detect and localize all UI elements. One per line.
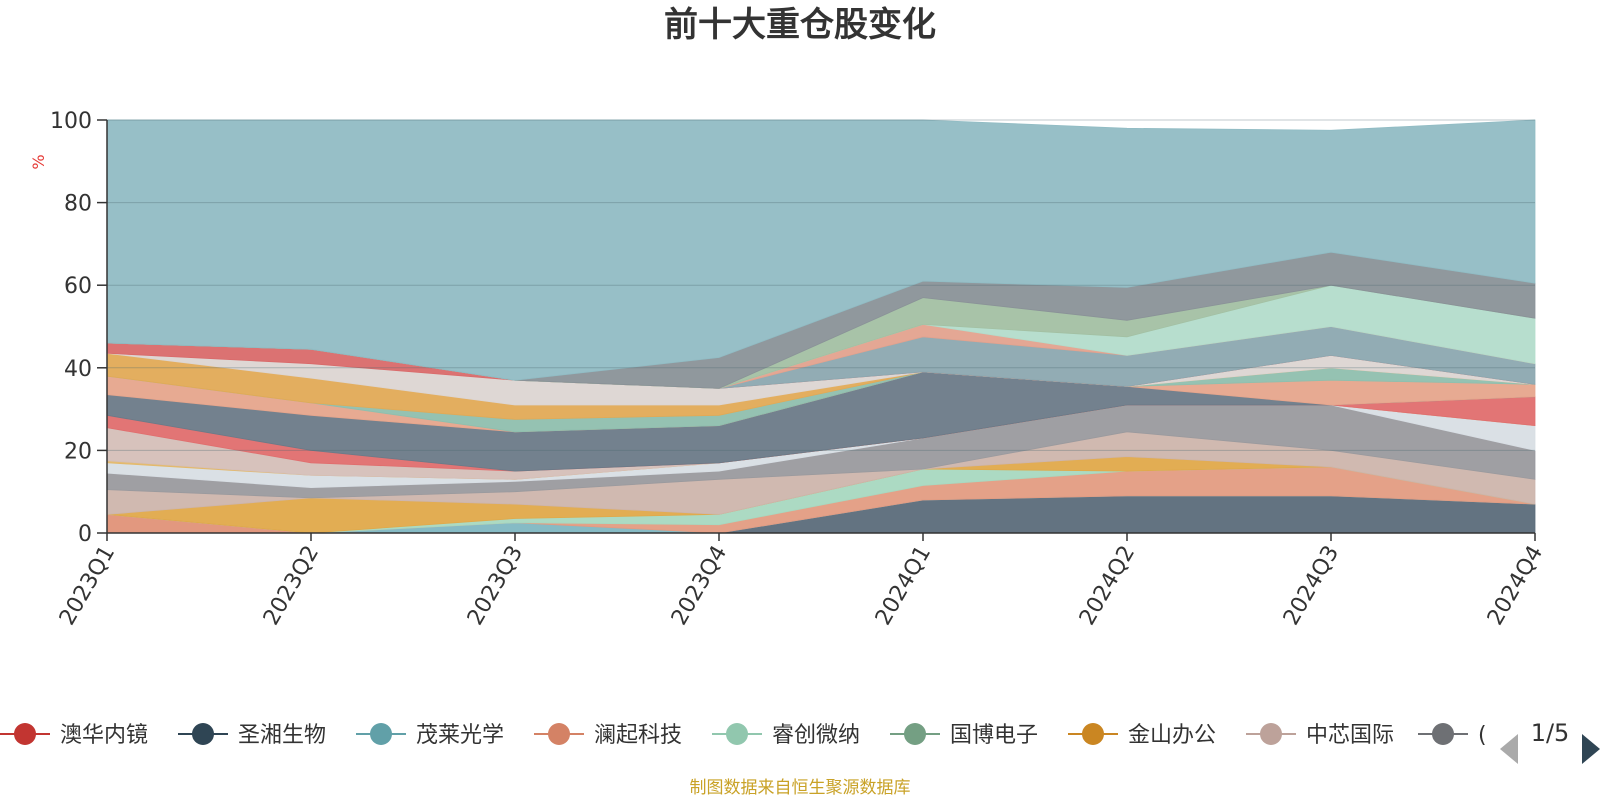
legend-item[interactable]: 澜起科技 [534, 723, 682, 748]
legend-marker-icon [370, 723, 392, 745]
legend-label: 澜起科技 [594, 723, 682, 748]
y-tick-label: 40 [64, 357, 92, 382]
legend-item[interactable]: ( [1418, 723, 1487, 748]
x-tick-label: 2023Q2 [259, 542, 324, 630]
legend-prev-icon[interactable] [1500, 734, 1518, 764]
legend-marker-icon [192, 723, 214, 745]
x-tick-label: 2024Q1 [871, 542, 936, 630]
legend-marker-icon [726, 723, 748, 745]
legend-marker-icon [548, 723, 570, 745]
x-tick-label: 2024Q3 [1279, 542, 1344, 630]
legend-label: 茂莱光学 [416, 723, 504, 748]
legend[interactable]: 澳华内镜 圣湘生物 茂莱光学 澜起科技 睿创微纳 国博电子 金山办公 中芯国际 ( [0, 723, 1487, 748]
area-layers [106, 119, 1536, 534]
x-tick-label: 2024Q4 [1483, 542, 1548, 630]
legend-item[interactable]: 睿创微纳 [712, 723, 860, 748]
data-source-note: 制图数据来自恒生聚源数据库 [689, 778, 911, 798]
x-tick-label: 2023Q4 [667, 542, 732, 630]
y-tick-label: 20 [64, 439, 92, 464]
legend-label: 圣湘生物 [238, 723, 326, 748]
legend-item[interactable]: 圣湘生物 [178, 723, 326, 748]
x-tick-label: 2023Q1 [55, 542, 120, 630]
x-tick-label: 2023Q3 [463, 542, 528, 630]
legend-item[interactable]: 中芯国际 [1246, 723, 1394, 748]
area-series-23 [106, 119, 1536, 381]
x-tick-label: 2024Q2 [1075, 542, 1140, 630]
legend-label: 国博电子 [950, 723, 1038, 748]
legend-label: 金山办公 [1128, 723, 1216, 748]
y-tick-label: 0 [78, 522, 92, 547]
legend-marker-icon [14, 723, 36, 745]
legend-marker-icon [1260, 723, 1282, 745]
legend-marker-icon [904, 723, 926, 745]
legend-marker-icon [1432, 723, 1454, 745]
y-axis-label: % [29, 154, 48, 169]
y-tick-label: 100 [50, 109, 92, 134]
legend-label: 澳华内镜 [60, 723, 148, 748]
legend-next-icon[interactable] [1582, 734, 1600, 764]
legend-page-indicator: 1/5 [1531, 719, 1570, 747]
y-tick-label: 60 [64, 274, 92, 299]
legend-item[interactable]: 国博电子 [890, 723, 1038, 748]
legend-label: ( [1478, 723, 1487, 748]
legend-item[interactable]: 金山办公 [1068, 723, 1216, 748]
chart-title: 前十大重仓股变化 [664, 5, 936, 45]
legend-label: 中芯国际 [1306, 723, 1394, 748]
legend-pager: 1/5 [1500, 719, 1600, 764]
legend-label: 睿创微纳 [772, 723, 860, 748]
legend-item[interactable]: 茂莱光学 [356, 723, 504, 748]
legend-marker-icon [1082, 723, 1104, 745]
legend-item[interactable]: 澳华内镜 [0, 723, 148, 748]
y-tick-label: 80 [64, 192, 92, 217]
